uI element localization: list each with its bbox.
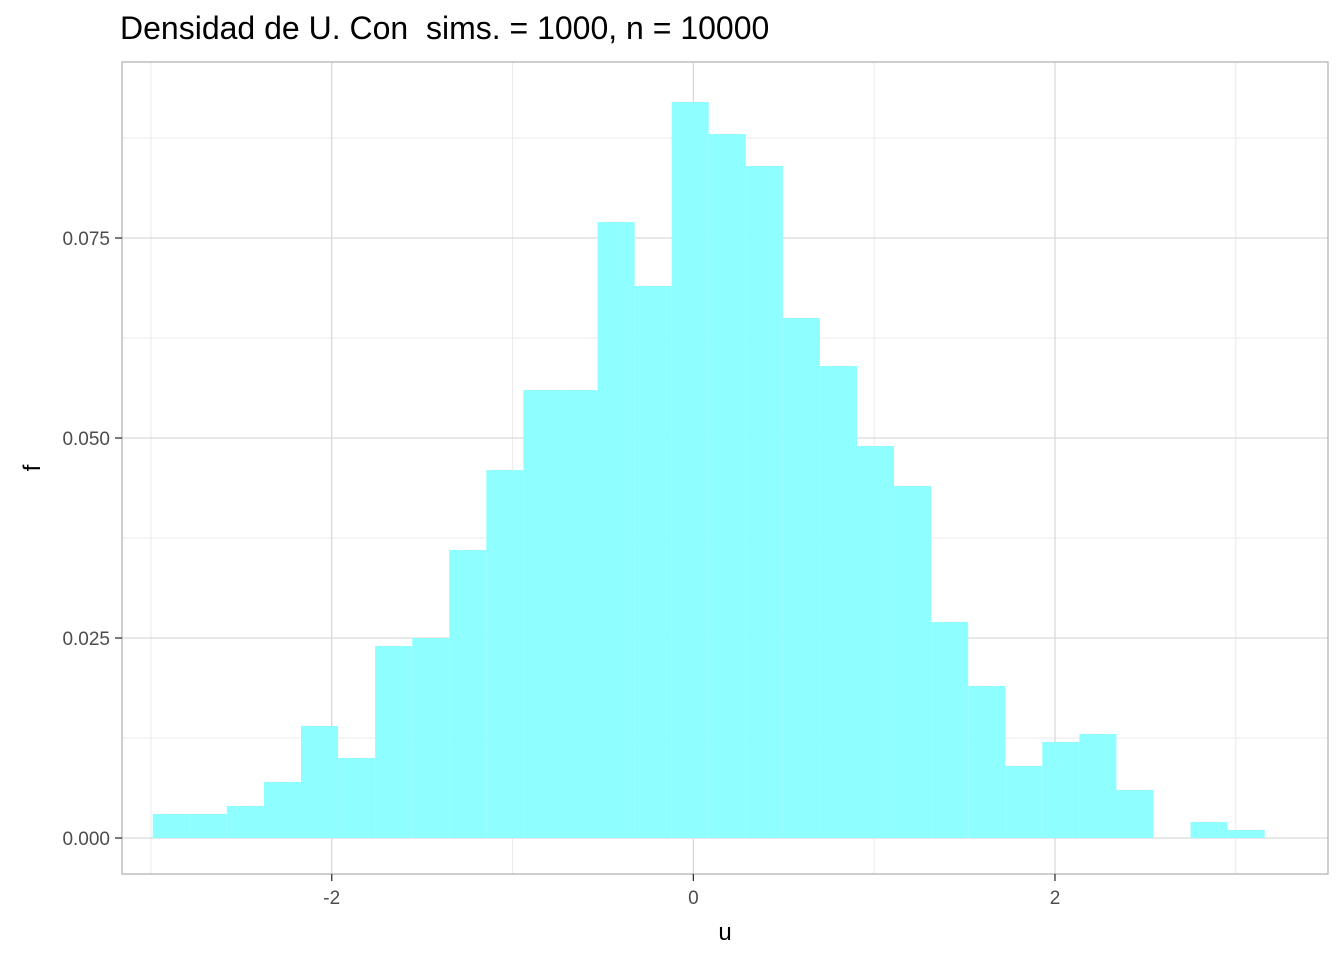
x-tick-label: 2 [1050,888,1061,909]
y-tick-label: 0.075 [62,229,110,250]
histogram-bar [968,686,1006,838]
histogram-bar [708,134,746,838]
histogram-bar [931,622,969,838]
y-axis-ticks: 0.000 0.025 0.050 0.075 [62,229,122,850]
histogram-bar [375,646,413,838]
histogram-bar [338,758,376,838]
histogram-bars [152,102,1265,838]
y-tick-label: 0.050 [62,429,110,450]
y-tick-label: 0.000 [62,829,110,850]
histogram-bar [819,366,857,838]
histogram-bar [523,390,561,838]
histogram-bar [894,486,932,838]
histogram-bar [782,318,820,838]
histogram-bar [152,814,190,838]
x-axis-ticks: -2 0 2 [323,874,1060,909]
histogram-bar [1005,766,1043,838]
histogram-bar [597,222,635,838]
histogram-bar [745,166,783,838]
x-axis-title: u [718,919,731,946]
histogram-bar [671,102,709,838]
histogram-bar [263,782,302,838]
histogram-bar [189,814,227,838]
histogram-bar [412,638,450,838]
histogram-bar [1116,790,1154,838]
y-tick-label: 0.025 [62,629,110,650]
histogram-bar [1042,742,1080,838]
histogram-bar [1227,830,1265,838]
histogram-bar [1190,822,1228,838]
histogram-bar [226,806,264,838]
y-axis-title: f [19,464,46,471]
histogram-bar [1079,734,1117,838]
histogram-bar [449,550,487,838]
histogram-bar [634,286,672,838]
histogram-bar [301,726,339,838]
histogram-bar [560,390,598,838]
panel-border [121,61,1329,875]
histogram-bar [486,470,524,838]
histogram-bar [856,446,895,838]
x-tick-label: 0 [688,888,699,909]
x-tick-label: -2 [323,888,340,909]
chart-title: Densidad de U. Con sims. = 1000, n = 100… [120,10,770,46]
